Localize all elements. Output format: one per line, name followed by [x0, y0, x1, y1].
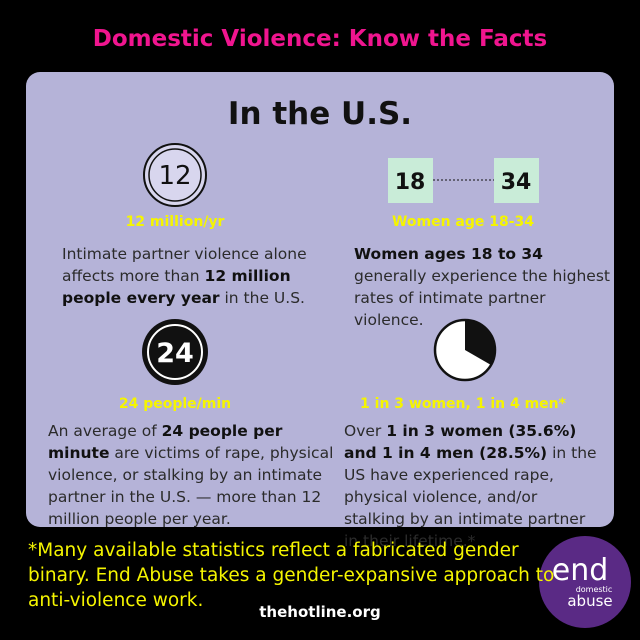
age-box	[494, 158, 539, 203]
panel	[26, 72, 614, 527]
logo-word: end	[552, 553, 609, 588]
logo-line: abuse	[567, 592, 612, 610]
bold-text: 1 in 3 women (35.6%) and 1 in 4 men (28.…	[344, 422, 577, 462]
age-number: 18	[395, 170, 426, 195]
fact-label: Women age 18-34	[391, 214, 535, 230]
fact-text: Intimate partner violence alone affects …	[62, 243, 324, 309]
icon-circle	[143, 143, 207, 207]
icon-ring	[147, 324, 203, 380]
text: An average of	[48, 422, 162, 440]
bold-text: 24 people per minute	[48, 422, 283, 462]
logo-circle	[539, 536, 631, 628]
text: generally experience the highest rates o…	[354, 267, 610, 329]
title: Domestic Violence: Know the Facts	[92, 26, 548, 52]
age-box	[388, 158, 433, 203]
fact-label: 12 million/yr	[125, 214, 225, 230]
icon-circle	[142, 319, 208, 385]
website: thehotline.org	[259, 603, 381, 621]
fact-label: 1 in 3 women, 1 in 4 men*	[360, 396, 566, 412]
icon-ring	[148, 148, 202, 202]
icon-number: 24	[156, 338, 194, 369]
pie-slice	[465, 320, 496, 365]
fact-text: An average of 24 people per minute are v…	[48, 420, 334, 530]
text: Over	[344, 422, 387, 440]
footnote: *Many available statistics reflect a fab…	[28, 540, 555, 611]
bold-text: 12 million people every year	[62, 267, 291, 307]
logo-line: domestic	[576, 585, 613, 594]
fact-text: Women ages 18 to 34 generally experience…	[354, 243, 610, 331]
age-number: 34	[501, 170, 532, 195]
bold-text: Women ages 18 to 34	[354, 245, 543, 263]
fact-text: Over 1 in 3 women (35.6%) and 1 in 4 men…	[344, 420, 602, 552]
fact-label: 24 people/min	[118, 396, 232, 412]
text: in the US have experienced rape, physica…	[344, 444, 597, 550]
panel-heading: In the U.S.	[227, 96, 413, 132]
text: are victims of rape, physical violence, …	[48, 444, 334, 528]
text: in the U.S.	[219, 289, 305, 307]
text: Intimate partner violence alone affects …	[62, 245, 307, 285]
icon-number: 12	[158, 161, 191, 191]
